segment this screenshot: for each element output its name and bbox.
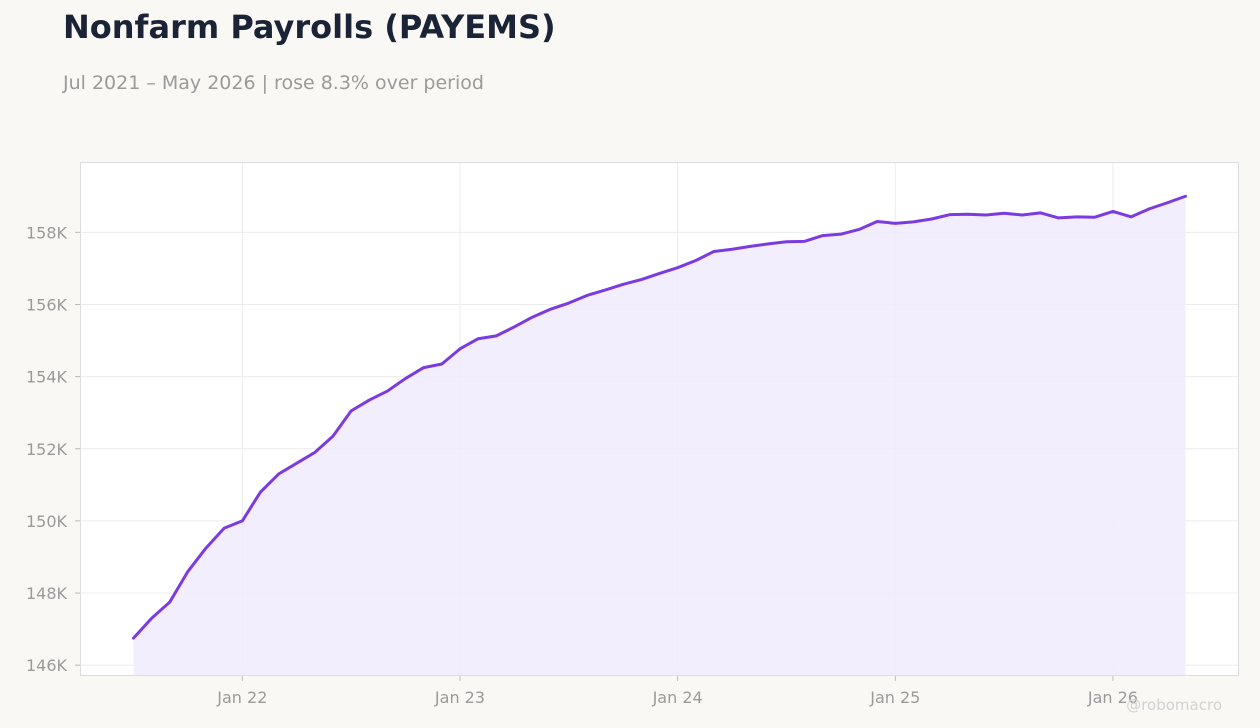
data-point [857,228,860,231]
data-point [132,637,135,640]
data-point [549,308,552,311]
y-tick-label: 146K [26,656,68,675]
data-point [712,250,715,253]
data-point [440,362,443,365]
data-point [821,234,824,237]
data-point [948,213,951,216]
x-tick-label: Jan 25 [869,688,920,707]
data-point [458,347,461,350]
data-point [204,546,207,549]
y-tick-label: 148K [26,584,68,603]
data-point [622,283,625,286]
chart-title: Nonfarm Payrolls (PAYEMS) [63,8,556,46]
data-point [912,220,915,223]
data-point [313,451,316,454]
data-point [603,288,606,291]
series-line [132,194,1187,640]
data-point [1184,195,1187,198]
chart-subtitle: Jul 2021 – May 2026 | rose 8.3% over per… [63,72,484,94]
data-point [1039,211,1042,214]
data-point [1111,210,1114,213]
data-point [277,472,280,475]
data-point [477,337,480,340]
data-point [676,266,679,269]
data-point [422,366,425,369]
y-tick-label: 154K [26,368,68,387]
data-point [186,570,189,573]
data-point [749,245,752,248]
data-point [295,462,298,465]
data-point [1148,207,1151,210]
x-tick-label: Jan 23 [434,688,485,707]
data-point [168,600,171,603]
data-point [1075,215,1078,218]
data-point [966,213,969,216]
x-tick-label: Jan 22 [216,688,267,707]
watermark: @robomacro [1126,696,1222,714]
y-tick-label: 152K [26,440,68,459]
data-point [930,217,933,220]
x-tick-label: Jan 24 [652,688,703,707]
data-point [767,242,770,245]
data-point [658,272,661,275]
data-point [730,248,733,251]
y-tick-label: 158K [26,223,68,242]
data-point [1021,213,1024,216]
data-point [404,377,407,380]
data-point [785,240,788,243]
x-axis-ticks: Jan 22 Jan 23 Jan 24 Jan 25 Jan 26 [216,676,1138,707]
data-point [585,294,588,297]
data-point [531,316,534,319]
y-tick-label: 156K [26,295,68,314]
data-point [223,527,226,530]
data-point [259,490,262,493]
data-point [241,519,244,522]
data-point [495,334,498,337]
y-tick-label: 150K [26,512,68,531]
series-area-fill [133,196,1186,675]
data-point [513,325,516,328]
y-axis-ticks: 146K 148K 150K 152K 154K 156K 158K [26,223,80,675]
data-point [567,301,570,304]
data-point [984,213,987,216]
data-point [1129,215,1132,218]
data-point [1057,216,1060,219]
data-point [876,220,879,223]
data-point [1166,201,1169,204]
data-point [694,259,697,262]
data-point [350,409,353,412]
plot-frame [80,162,1239,676]
data-point [894,222,897,225]
data-point [640,278,643,281]
data-point [150,617,153,620]
data-point [368,398,371,401]
data-point [386,389,389,392]
data-point [839,233,842,236]
data-point [1003,212,1006,215]
data-point [803,240,806,243]
data-point [1093,216,1096,219]
data-point [331,435,334,438]
x-tick-label: Jan 26 [1087,688,1138,707]
